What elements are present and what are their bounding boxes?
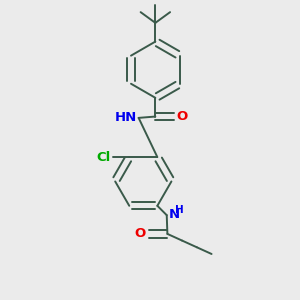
Text: N: N [169, 208, 180, 221]
Text: Cl: Cl [96, 151, 110, 164]
Text: HN: HN [114, 111, 136, 124]
Text: O: O [135, 227, 146, 240]
Text: H: H [176, 206, 184, 215]
Text: O: O [177, 110, 188, 123]
